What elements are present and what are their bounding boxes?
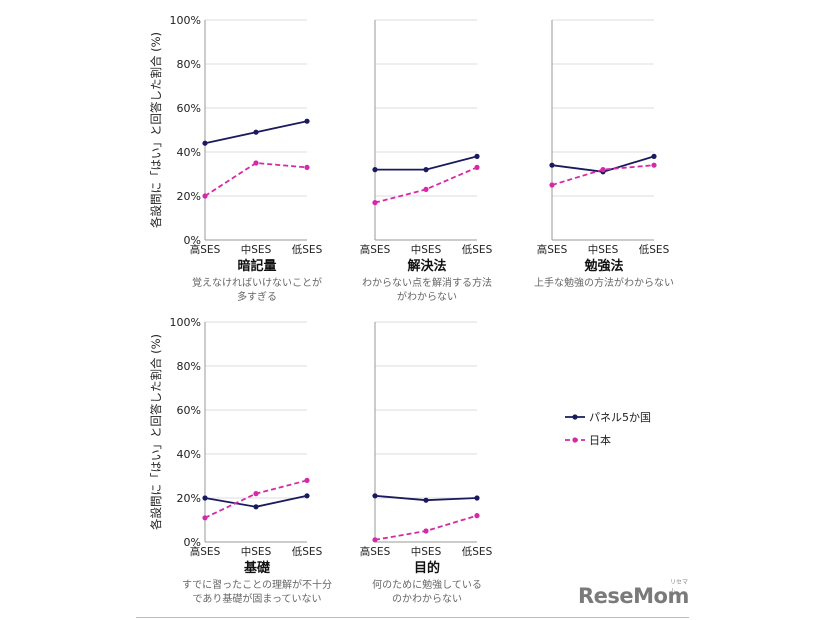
panel-subtitle: であり基礎が固まっていない — [193, 592, 322, 605]
data-point-japan — [372, 200, 378, 206]
legend-marker — [572, 414, 578, 420]
y-tick-label: 0% — [184, 234, 201, 247]
data-point-panel5 — [474, 153, 480, 159]
x-tick-label: 低SES — [462, 243, 493, 256]
series-line-japan — [374, 514, 478, 541]
data-point-panel5 — [253, 129, 259, 135]
panel-subtitle: 何のために勉強している — [372, 578, 482, 591]
x-tick-label: 中SES — [241, 243, 272, 256]
panel-title: 解決法 — [406, 258, 446, 274]
legend-label: 日本 — [589, 433, 611, 447]
series-line-japan — [204, 162, 308, 197]
y-tick-label: 100% — [170, 316, 201, 329]
panel-subtitle: わからない点を解消する方法 — [362, 276, 492, 289]
data-point-panel5 — [202, 495, 208, 501]
x-tick-label: 中SES — [411, 243, 442, 256]
data-point-japan — [474, 513, 480, 519]
data-point-japan — [253, 160, 259, 166]
data-point-japan — [372, 537, 378, 543]
data-point-panel5 — [372, 493, 378, 499]
panel-subtitle: 上手な勉強の方法がわからない — [534, 276, 674, 289]
y-tick-label: 0% — [184, 536, 201, 549]
data-point-japan — [202, 193, 208, 199]
panel-title: 勉強法 — [583, 258, 623, 274]
y-tick-label: 40% — [177, 448, 201, 461]
x-tick-label: 低SES — [639, 243, 670, 256]
data-point-japan — [253, 491, 259, 497]
y-axis-title: 各設問に「はい」と回答した割合 (%) — [149, 32, 163, 228]
data-point-japan — [423, 528, 429, 534]
data-point-japan — [600, 167, 606, 173]
data-point-panel5 — [423, 497, 429, 503]
y-tick-label: 80% — [177, 58, 201, 71]
logo-kana: リセマム — [670, 579, 689, 595]
panel-title: 目的 — [414, 560, 440, 576]
panel-title: 暗記量 — [237, 258, 276, 274]
data-point-panel5 — [304, 118, 310, 124]
y-tick-label: 60% — [177, 404, 201, 417]
x-tick-label: 低SES — [462, 545, 493, 558]
y-tick-label: 100% — [170, 14, 201, 27]
data-point-panel5 — [423, 167, 429, 173]
x-tick-label: 中SES — [588, 243, 619, 256]
legend-label: パネル5か国 — [589, 411, 651, 424]
data-point-japan — [651, 162, 657, 168]
x-tick-label: 高SES — [537, 243, 568, 256]
data-point-japan — [202, 515, 208, 521]
x-tick-label: 低SES — [292, 243, 323, 256]
data-point-japan — [304, 477, 310, 483]
x-tick-label: 低SES — [292, 545, 323, 558]
resemom-logo: ReseMom リセマム — [578, 579, 689, 608]
y-tick-label: 20% — [177, 190, 201, 203]
data-point-japan — [304, 164, 310, 170]
data-point-panel5 — [549, 162, 555, 168]
y-tick-label: 60% — [177, 102, 201, 115]
panel-subtitle: のかわからない — [392, 593, 462, 605]
x-tick-label: 高SES — [360, 243, 391, 256]
panel-title: 基礎 — [243, 560, 271, 576]
y-tick-label: 80% — [177, 360, 201, 373]
series-line-japan — [551, 164, 655, 186]
data-point-panel5 — [651, 153, 657, 159]
panel-subtitle: 覚えなければいけないことが — [192, 276, 322, 289]
data-point-panel5 — [304, 493, 310, 499]
x-tick-label: 中SES — [411, 545, 442, 558]
y-axis-title: 各設問に「はい」と回答した割合 (%) — [149, 334, 163, 530]
data-point-japan — [423, 186, 429, 192]
data-point-japan — [549, 182, 555, 188]
x-tick-label: 中SES — [241, 545, 272, 558]
x-tick-label: 高SES — [190, 545, 221, 558]
data-point-panel5 — [474, 495, 480, 501]
series-line-japan — [374, 166, 478, 204]
y-tick-label: 40% — [177, 146, 201, 159]
bottom-rule — [136, 617, 689, 618]
panel-subtitle: 多すぎる — [237, 290, 277, 303]
data-point-panel5 — [253, 504, 259, 510]
y-tick-label: 20% — [177, 492, 201, 505]
x-tick-label: 高SES — [190, 243, 221, 256]
data-point-panel5 — [372, 167, 378, 173]
panel-subtitle: すでに習ったことの理解が不十分 — [182, 578, 332, 591]
data-point-japan — [474, 164, 480, 170]
data-point-panel5 — [202, 140, 208, 146]
legend-marker — [572, 437, 578, 443]
panel-subtitle: がわからない — [397, 290, 457, 303]
x-tick-label: 高SES — [360, 545, 391, 558]
logo-text: ReseMom — [578, 584, 689, 608]
